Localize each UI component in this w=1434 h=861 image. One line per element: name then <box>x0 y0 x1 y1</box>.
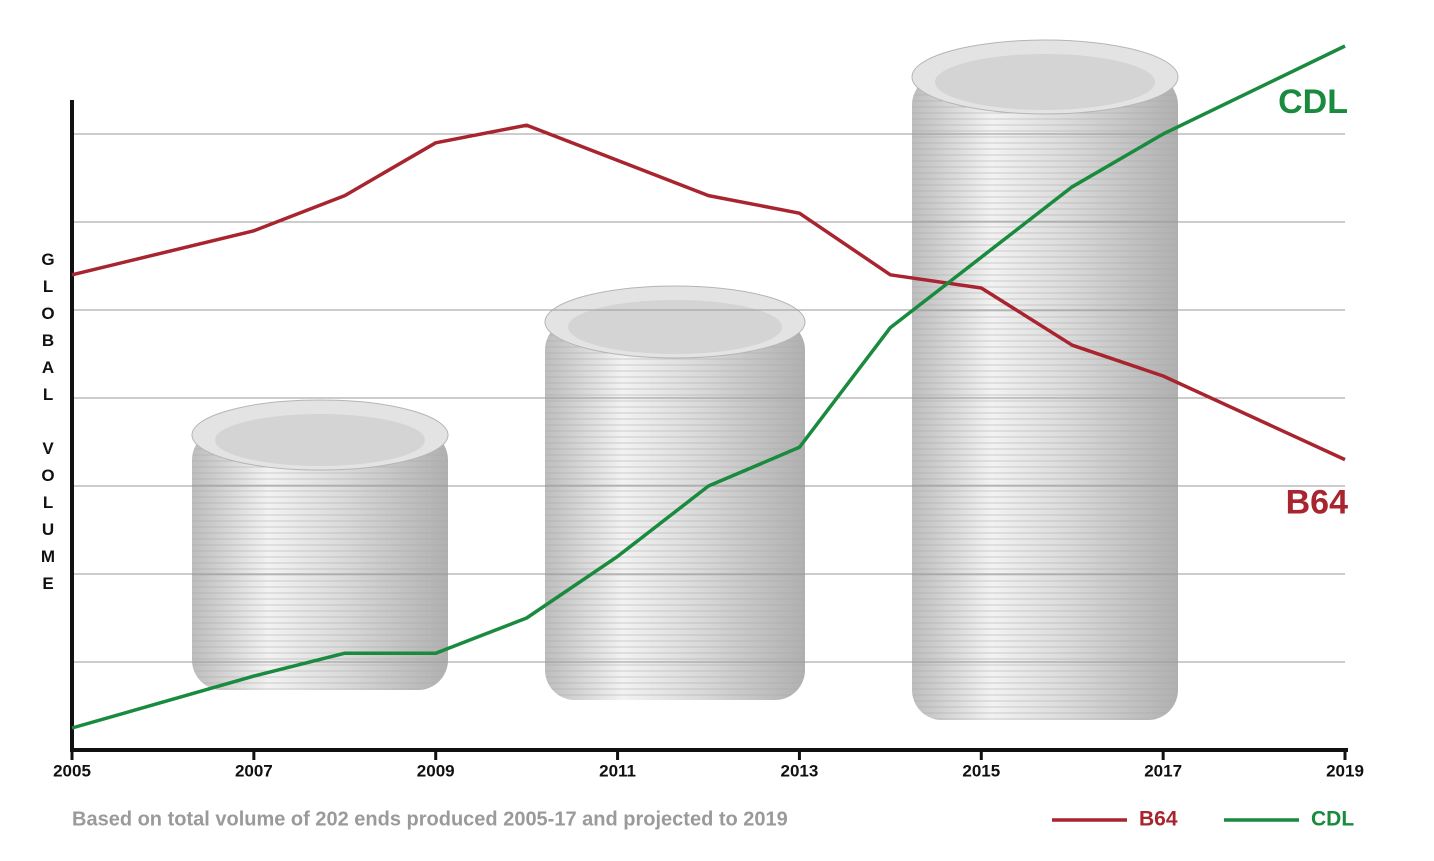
x-tick-label: 2013 <box>781 761 819 780</box>
legend-label: B64 <box>1139 808 1178 831</box>
series-end-label: CDL <box>1278 83 1348 121</box>
lines <box>71 44 1346 730</box>
x-tick-label: 2011 <box>599 761 636 780</box>
x-tick-label: 2017 <box>1144 761 1182 780</box>
x-tick-label: 2007 <box>235 761 273 780</box>
can-stack <box>544 285 806 700</box>
can-stacks <box>191 39 1179 720</box>
can-stack <box>911 39 1179 720</box>
series-line <box>71 123 1346 462</box>
x-tick-label: 2019 <box>1326 761 1364 780</box>
footnote: Based on total volume of 202 ends produc… <box>72 808 788 830</box>
series-end-label: B64 <box>1286 484 1348 522</box>
x-tick-label: 2009 <box>417 761 455 780</box>
series-line <box>71 44 1346 730</box>
legend-label: CDL <box>1311 808 1354 831</box>
x-tick-label: 2005 <box>53 761 91 780</box>
x-tick-label: 2015 <box>962 761 1000 780</box>
y-axis-label: GLOBAL VOLUME <box>39 250 58 601</box>
can-stack <box>191 399 449 690</box>
